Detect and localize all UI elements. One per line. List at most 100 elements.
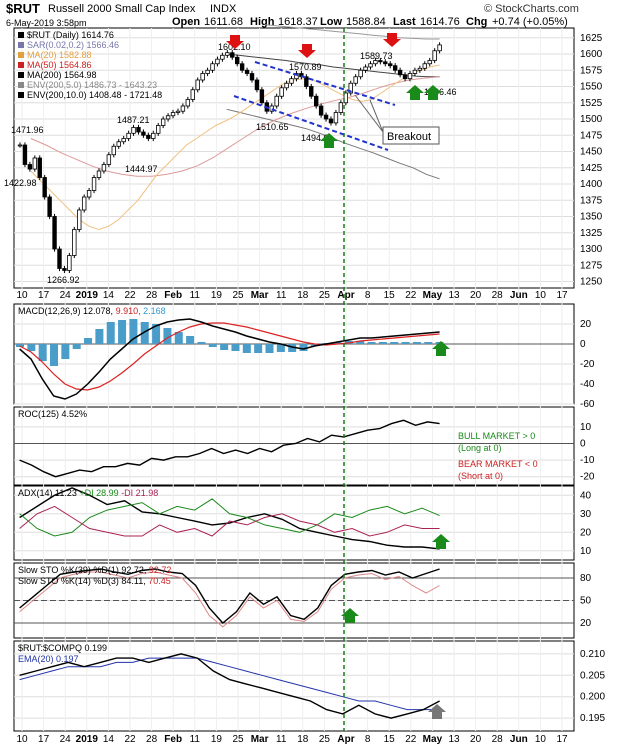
y-tick-label: 1300 [580, 244, 603, 255]
annot-1422: 1422.98 [4, 178, 37, 188]
sto-title-2: Slow STO %K(14) %D(3) 84.11, 70.45 [18, 576, 171, 586]
ndi-line [19, 505, 440, 537]
macd-hist-bar [299, 344, 308, 351]
x-tick-label: 25 [232, 734, 244, 745]
x-tick-label: 28 [492, 290, 504, 301]
adx-ndi: -DI 21.98 [121, 488, 158, 498]
y-tick-label: -20 [580, 472, 595, 483]
macd-hist-bar [186, 336, 195, 344]
candle-body [156, 125, 161, 134]
channel-lower-line [233, 95, 389, 151]
x-tick-label: 10 [535, 290, 547, 301]
y-tick-label: 1500 [580, 114, 603, 125]
candle-body [358, 69, 363, 78]
macd-hist-bar [106, 322, 115, 344]
macd-hist-bar [242, 344, 251, 353]
x-tick-label: 28 [146, 290, 158, 301]
candle-body [437, 44, 442, 52]
sto-title-1: Slow STO %K(39) %D(1) 92.72, 92.72 [18, 565, 171, 575]
low-value: 1588.84 [346, 16, 386, 28]
candle-body [126, 132, 131, 139]
candle-body [254, 79, 260, 91]
y-tick-label: -60 [580, 399, 595, 410]
y-tick-label: 10 [580, 546, 592, 557]
macd-hist-bar [95, 329, 104, 344]
macd-hist-bar [152, 324, 161, 344]
y-tick-label: 1475 [580, 130, 603, 141]
candle-body [284, 82, 289, 89]
candle-body [323, 114, 329, 120]
candle-body [392, 65, 398, 71]
green-up-arrow [424, 85, 442, 100]
sto14-line [19, 571, 440, 628]
y-tick-label: 0.200 [580, 692, 605, 703]
y-tick-label: 1400 [580, 179, 603, 190]
candle-body [259, 89, 265, 104]
candle-body [225, 52, 230, 56]
candle-body [412, 69, 418, 74]
macd-signal-line [19, 322, 440, 391]
candle-body [47, 196, 52, 217]
candle-body [185, 99, 191, 107]
legend-entry: $RUT (Daily) 1614.76 [27, 30, 114, 40]
candle-body [304, 76, 309, 87]
ratio-title: $RUT:$COMPQ 0.199 [18, 643, 107, 653]
x-tick-label: 10 [16, 290, 28, 301]
candle-body [37, 157, 42, 178]
y-tick-label: 50 [580, 596, 592, 607]
sto1-main: Slow STO %K(39) %D(1) 92.72, [18, 565, 146, 575]
x-tick-label: 28 [146, 734, 158, 745]
y-tick-label: 0.205 [580, 670, 605, 681]
date-time: 6-May-2019 3:58pm [6, 18, 87, 28]
x-tick-label: 17 [38, 290, 50, 301]
y-tick-label: 0 [580, 339, 586, 350]
high-value: 1618.37 [278, 16, 318, 28]
x-tick-label: 19 [211, 290, 223, 301]
y-tick-label: 80 [580, 573, 592, 584]
x-tick-label: May [423, 734, 443, 745]
candle-body [244, 69, 250, 74]
candle-body [131, 127, 136, 134]
macd-hist-bar [84, 338, 93, 344]
pdi-line [19, 498, 440, 537]
x-tick-label: 11 [190, 734, 201, 745]
y-tick-label: 1575 [580, 65, 603, 76]
candle-body [407, 73, 413, 80]
index-name: Russell 2000 Small Cap Index [48, 3, 196, 15]
candle-body [318, 105, 324, 116]
macd-histogram: 2.168 [143, 306, 166, 316]
y-tick-label: 0.210 [580, 649, 605, 660]
candle-body [368, 63, 373, 68]
candle-body [343, 92, 349, 104]
candle-body [17, 144, 23, 147]
macd-hist-bar [412, 342, 421, 344]
macd-hist-bar [390, 342, 399, 344]
macd-hist-bar [231, 344, 240, 351]
macd-title-main: MACD(12,26,9) 12.078, [18, 306, 113, 316]
macd-hist-bar [265, 344, 274, 353]
last-label: Last [393, 16, 416, 28]
x-tick-label: 11 [276, 290, 287, 301]
candle-body [200, 73, 205, 81]
candle-body [220, 54, 225, 60]
candle-body [328, 118, 334, 124]
candle-body [52, 216, 57, 250]
x-tick-label: 13 [448, 734, 460, 745]
candle-body [67, 255, 72, 271]
candle-body [170, 112, 176, 117]
y-tick-label: 1375 [580, 195, 603, 206]
macd-hist-bar [140, 322, 149, 344]
candle-body [294, 73, 299, 80]
annot-1487: 1487.21 [117, 115, 150, 125]
candle-body [72, 229, 77, 256]
env5-upper-line [265, 24, 440, 40]
macd-hist-bar [163, 328, 172, 344]
x-tick-label: Mar [251, 290, 269, 301]
candle-body [180, 105, 186, 112]
tick-layer: 1625160015751550152515001475145014251400… [16, 33, 605, 745]
macd-hist-bar [220, 344, 229, 350]
chg-value: +0.74 (+0.05%) [492, 16, 568, 28]
candle-body [383, 61, 388, 65]
x-tick-label: 20 [470, 290, 482, 301]
candle-body [388, 63, 393, 67]
